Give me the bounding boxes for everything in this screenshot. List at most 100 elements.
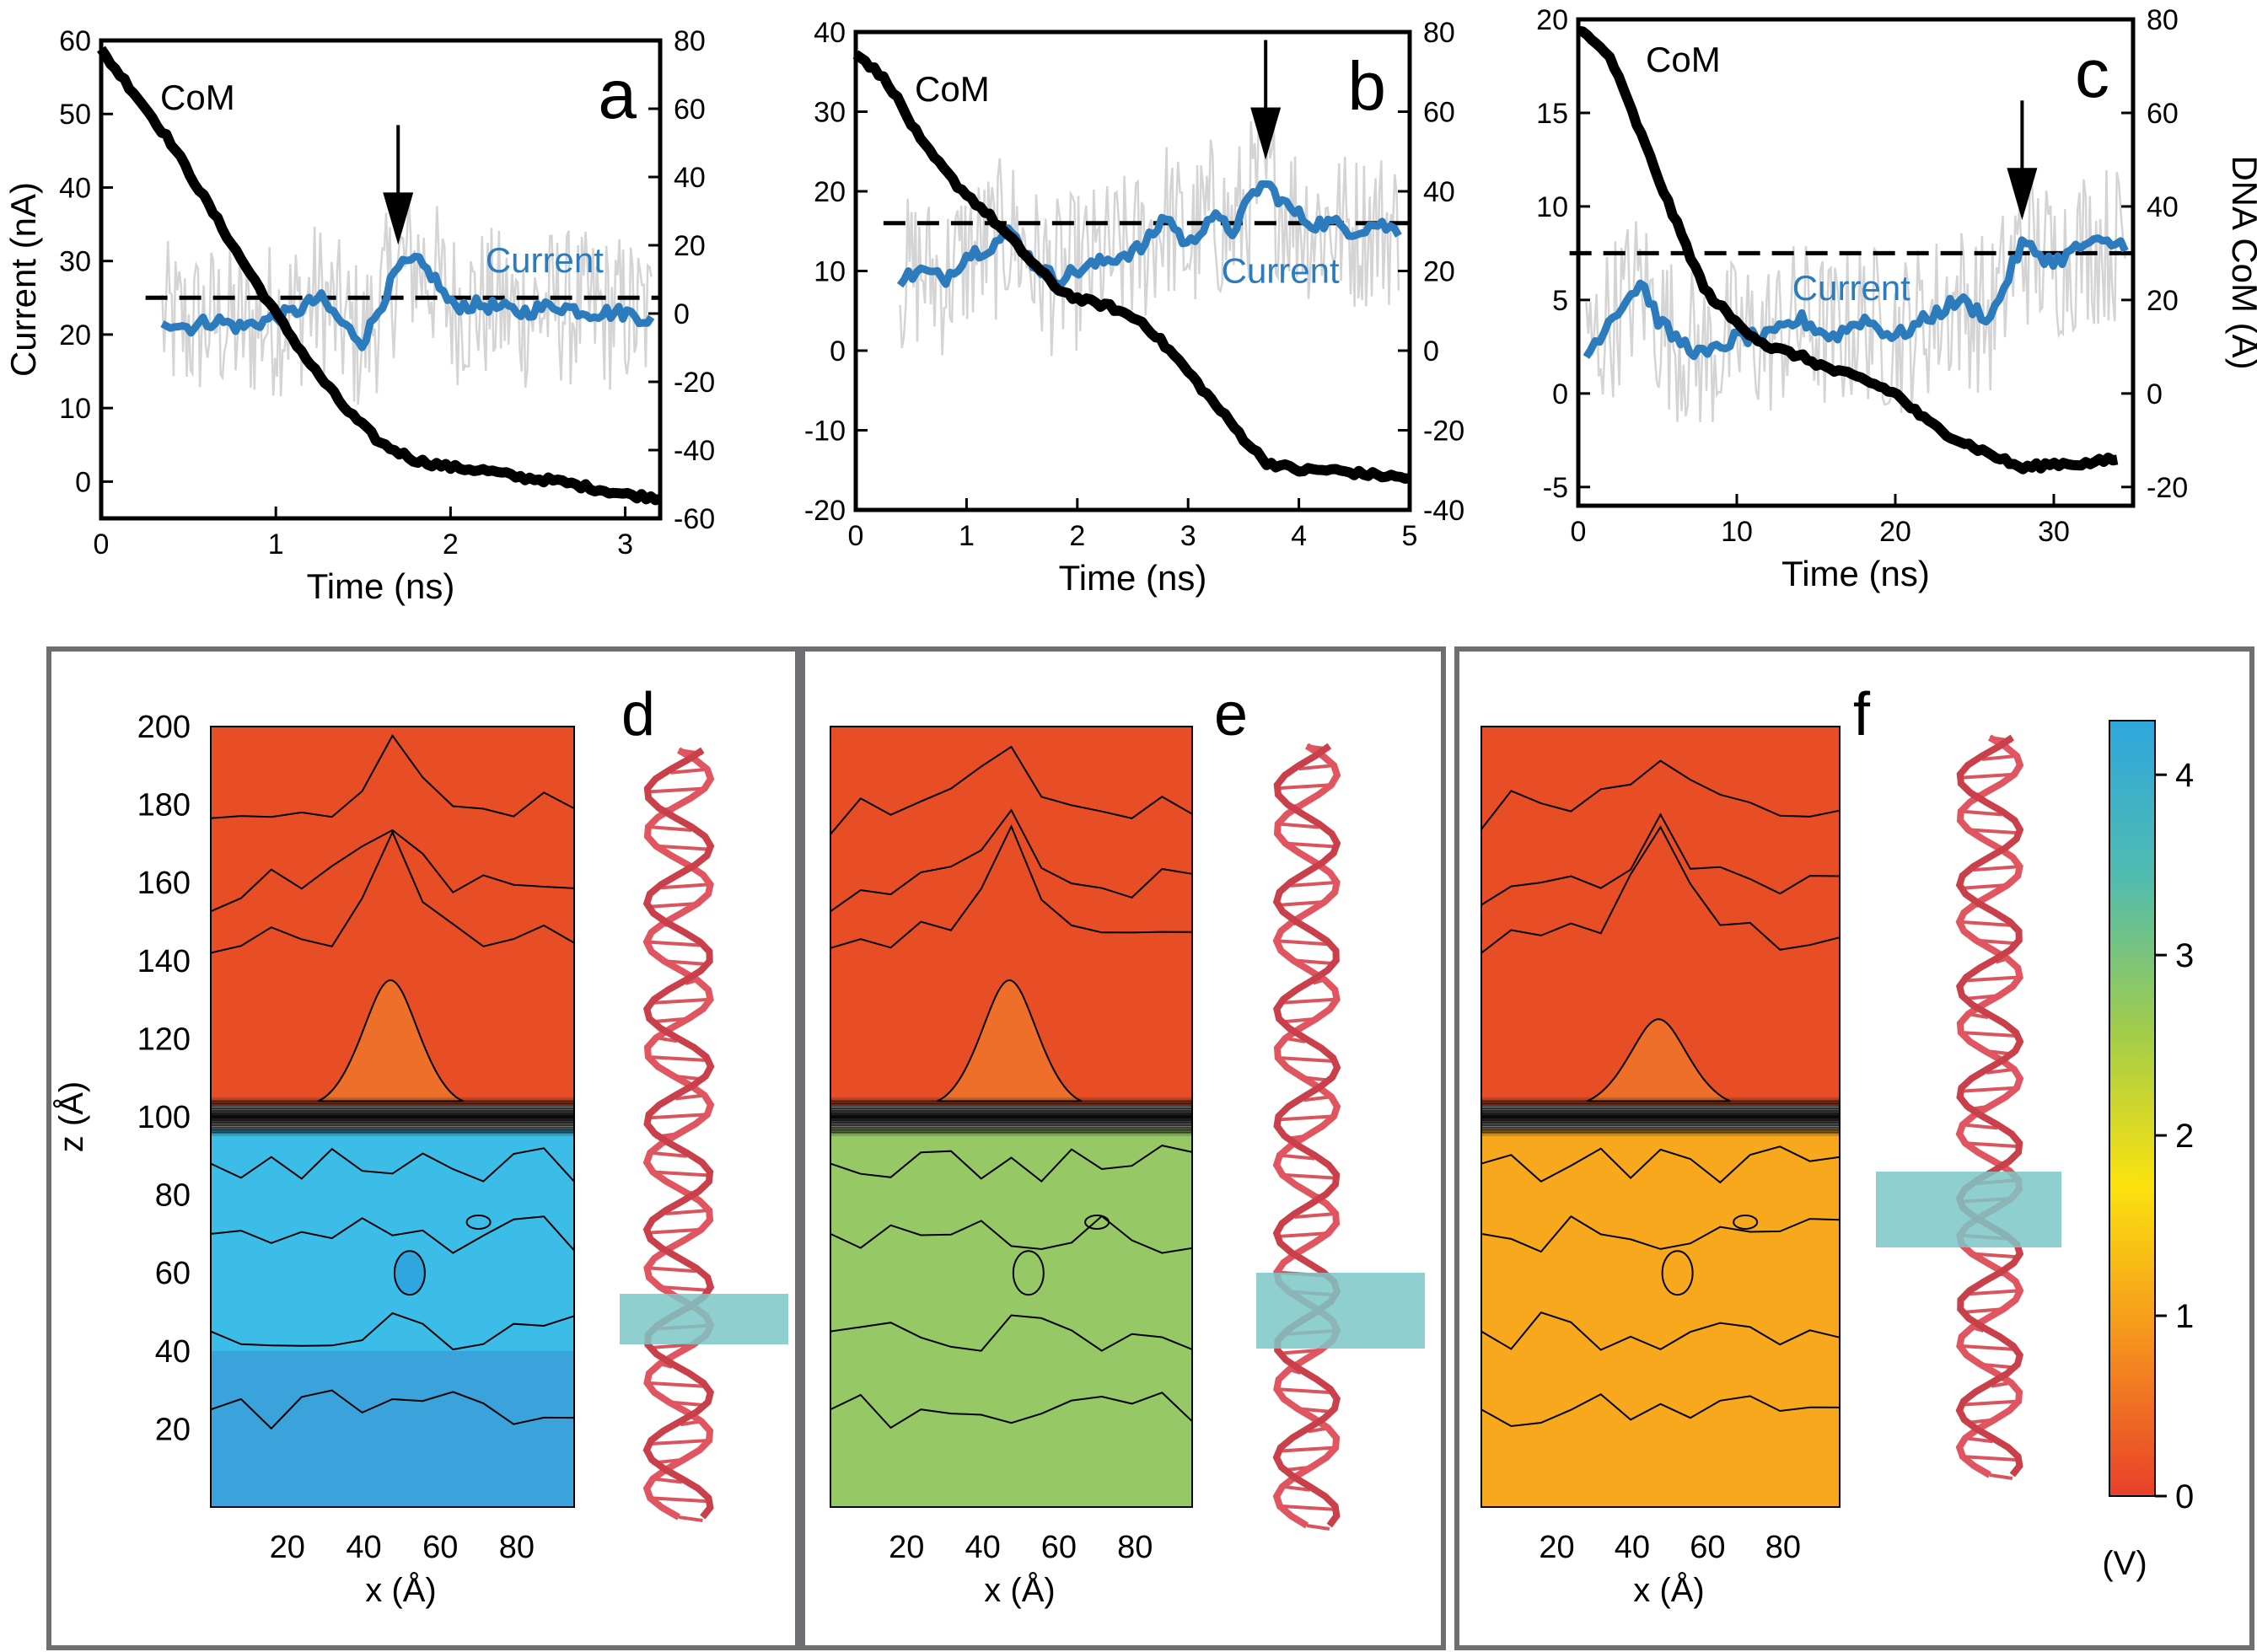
x-tick-label: 60 [1041, 1530, 1077, 1565]
contour-line [830, 1392, 1193, 1429]
y2-tick-label: -20 [674, 367, 715, 399]
y-tick-label: 200 [137, 710, 191, 745]
com-series-line [1577, 25, 2119, 475]
y-tick-label: 15 [1536, 98, 1568, 130]
panel-label: d [621, 681, 655, 748]
panel-label: b [1347, 48, 1386, 125]
y-tick-label: 5 [1552, 285, 1568, 317]
heatmap-panel-d: 20 40 60 80 x (Å) 20 40 60 80 100 120 140 160 180 200 z… [52, 681, 655, 1609]
colorbar-tick-label: 4 [2175, 757, 2194, 794]
base-pair-rung [1290, 880, 1337, 888]
x-axis-label: x (Å) [365, 1571, 436, 1609]
membrane-sheet [1876, 1172, 2061, 1247]
heatmap-frame [210, 726, 575, 1508]
contour-line [210, 1215, 575, 1254]
plot-frame [99, 38, 663, 521]
contour-line [210, 1147, 575, 1183]
panel-frame-d [46, 646, 800, 1650]
y-tick-label: 30 [59, 246, 91, 278]
contour-line [830, 1145, 1193, 1183]
base-pair-rung [648, 1113, 707, 1120]
panel-label: c [2075, 35, 2109, 112]
potential-peak-region [317, 979, 464, 1102]
colorbar-tick-label: 0 [2175, 1478, 2194, 1515]
y-tick-label: 30 [814, 97, 846, 129]
contour-line [210, 733, 575, 819]
base-pair-rung [665, 1209, 710, 1215]
base-pair-rung [656, 844, 712, 851]
contour-line [210, 1311, 575, 1351]
base-pair-rung [653, 1170, 711, 1177]
panel-frame-e [800, 646, 1446, 1650]
base-pair-rung [647, 1266, 696, 1274]
x-axis-label: Time (ns) [307, 566, 455, 606]
x-tick-label: 20 [1879, 516, 1911, 548]
base-pair-rung [1277, 1056, 1334, 1063]
base-pair-rung [1298, 764, 1335, 771]
y2-tick-label: 0 [674, 298, 690, 330]
base-pair-rung [646, 1227, 701, 1235]
y2-tick-label: 40 [674, 162, 706, 194]
base-pair-rung [1969, 1289, 2021, 1296]
y2-tick-label: 80 [2147, 4, 2179, 36]
base-pair-rung [1279, 1504, 1335, 1511]
y-tick-label: 10 [1536, 191, 1568, 223]
contour-line [830, 745, 1193, 835]
base-pair-rung [1285, 841, 1338, 849]
base-pair-rung [1981, 754, 2018, 761]
com-annotation: CoM [1646, 40, 1721, 79]
x-tick-label: 80 [499, 1530, 535, 1565]
base-pair-rung [646, 940, 701, 947]
y-tick-label: 20 [814, 176, 846, 208]
panel-label: e [1214, 681, 1248, 748]
y2-tick-label: 80 [1423, 17, 1455, 49]
contour-line [830, 1314, 1193, 1352]
y2-tick-label: 20 [2147, 285, 2179, 317]
y-tick-label: 20 [1536, 4, 1568, 36]
base-pair-rung [647, 1381, 704, 1388]
base-pair-rung [1959, 883, 2008, 890]
y2-tick-label: 20 [1423, 256, 1455, 288]
heatmap-frame [1480, 726, 1841, 1508]
com-series-line [97, 46, 662, 506]
dna-helix-illustration-d [620, 747, 788, 1522]
x-tick-label: 20 [1539, 1530, 1574, 1565]
contour-line [1480, 1145, 1841, 1184]
dna-strand [1955, 734, 2024, 1478]
potential-peak-region [937, 979, 1083, 1102]
y-tick-label: -20 [804, 495, 846, 527]
x-tick-label: 40 [1615, 1530, 1650, 1565]
contour-line [1480, 1311, 1841, 1351]
y2-tick-label: 0 [2147, 378, 2163, 410]
y-tick-label: 10 [59, 393, 91, 425]
membrane-sheet [620, 1294, 788, 1344]
y-axis-label: Current (nA) [3, 182, 43, 377]
base-pair-rung [1962, 1123, 1998, 1130]
y-tick-label: 80 [155, 1178, 191, 1214]
contour-blob [1084, 1215, 1110, 1231]
base-pair-rung [651, 1439, 710, 1446]
y2-tick-label: 20 [674, 230, 706, 262]
base-pair-rung [1276, 939, 1328, 947]
base-pair-rung [1282, 997, 1337, 1005]
x-tick-label: 80 [1117, 1530, 1153, 1565]
x-axis-label: x (Å) [1633, 1571, 1704, 1609]
base-pair-rung [1959, 920, 2011, 927]
x-tick-label: 3 [617, 528, 633, 560]
base-pair-rung [1962, 1455, 2018, 1462]
contour-blob [393, 1250, 426, 1296]
base-pair-rung [1959, 1344, 2014, 1351]
y2-tick-label: 40 [2147, 191, 2179, 223]
y-tick-label: 60 [155, 1256, 191, 1291]
y-tick-label: -5 [1543, 472, 1568, 504]
y-tick-label: 60 [59, 25, 91, 57]
y2-tick-label: 80 [674, 25, 706, 57]
y2-axis-label: DNA CoM (Å) [2225, 155, 2257, 369]
y2-tick-label: -20 [1423, 416, 1464, 448]
contour-blob [1733, 1215, 1759, 1231]
y-tick-label: 10 [814, 256, 846, 288]
base-pair-rung [648, 1055, 707, 1062]
x-tick-label: 0 [94, 528, 110, 560]
y-tick-label: 0 [75, 466, 91, 498]
